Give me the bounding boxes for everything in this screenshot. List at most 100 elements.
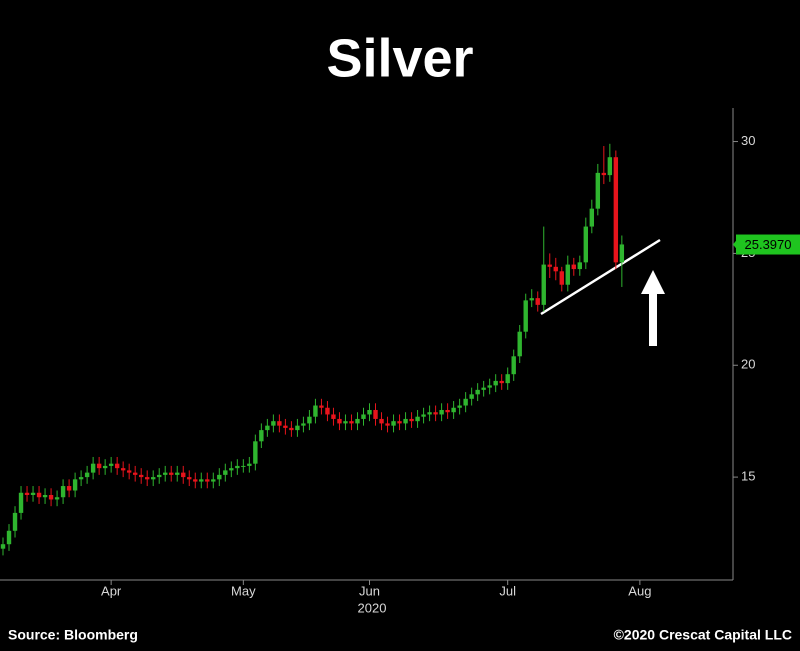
last-price-pointer xyxy=(733,239,737,250)
candle-body xyxy=(181,472,186,478)
candle-body xyxy=(283,425,288,428)
candle-body xyxy=(475,389,480,395)
candle-body xyxy=(30,492,36,495)
candle-body xyxy=(253,441,258,464)
candle-body xyxy=(163,472,168,475)
candle-body xyxy=(6,530,12,545)
candle-body xyxy=(409,418,414,422)
candle-body xyxy=(42,494,48,498)
candle-body xyxy=(553,266,558,272)
candle-body xyxy=(295,425,300,431)
candle-body xyxy=(379,418,384,424)
candle-body xyxy=(229,468,234,471)
candle-body xyxy=(18,492,24,513)
candle-body xyxy=(145,477,150,480)
candle-body xyxy=(535,298,540,305)
candle-body xyxy=(102,465,108,469)
candle-body xyxy=(78,477,84,480)
candle-body xyxy=(457,405,462,408)
source: Source: Bloomberg xyxy=(8,627,138,643)
candle-body xyxy=(469,394,474,399)
candle-body xyxy=(601,172,607,176)
candle-body xyxy=(589,208,595,227)
candle-body xyxy=(277,421,282,426)
candle-body xyxy=(84,472,90,478)
x-tick-label: Aug xyxy=(628,583,651,598)
x-tick-label: Apr xyxy=(101,583,122,598)
candle-body xyxy=(138,474,144,478)
candle-body xyxy=(157,474,162,478)
candle-body xyxy=(193,479,198,482)
candle-body xyxy=(331,414,336,419)
candle-body xyxy=(523,300,528,332)
candle-body xyxy=(24,492,30,495)
candle-body xyxy=(175,472,180,475)
candle-body xyxy=(433,412,438,415)
x-tick-label: Jul xyxy=(499,583,516,598)
candle-body xyxy=(271,421,276,426)
candle-body xyxy=(385,423,390,426)
x-tick-label: May xyxy=(231,583,256,598)
candle-body xyxy=(349,421,354,424)
candle-body xyxy=(217,474,222,480)
candle-body xyxy=(577,262,582,270)
candle-body xyxy=(529,298,534,301)
candle-body xyxy=(120,468,126,471)
candle-body xyxy=(301,423,306,426)
candle-body xyxy=(481,387,486,390)
last-price-label: 25.3970 xyxy=(745,237,792,252)
candle-body xyxy=(265,425,270,431)
year-label: 2020 xyxy=(358,600,387,615)
candle-body xyxy=(403,418,408,424)
trend-line xyxy=(540,238,661,316)
candle-body xyxy=(319,405,324,408)
candle-body xyxy=(607,157,613,176)
y-tick-label: 15 xyxy=(741,469,755,484)
candle-body xyxy=(0,544,6,549)
candle-body xyxy=(259,430,264,442)
candle-body xyxy=(547,264,552,267)
candle-body xyxy=(72,479,78,491)
candle-body xyxy=(223,470,228,475)
candle-body xyxy=(199,479,204,482)
candle-body xyxy=(463,398,468,406)
candle-body xyxy=(511,356,516,375)
candle-body xyxy=(415,416,420,422)
candle-body xyxy=(48,494,54,500)
candle-body xyxy=(391,421,396,426)
candle-body xyxy=(325,407,330,415)
candle-body xyxy=(126,470,132,473)
candle-body xyxy=(427,412,432,415)
chart-title: Silver xyxy=(326,28,473,88)
candle-body xyxy=(487,385,492,388)
candle-body xyxy=(493,380,498,386)
candle-body xyxy=(108,463,114,466)
candle-body xyxy=(517,331,522,357)
candle-body xyxy=(541,264,546,305)
candle-body xyxy=(565,264,570,285)
candle-body xyxy=(571,264,576,270)
candle-body xyxy=(619,244,625,263)
candle-body xyxy=(12,512,18,531)
candle-body xyxy=(451,407,456,413)
y-tick-label: 30 xyxy=(741,133,755,148)
candle-body xyxy=(421,414,426,417)
candle-body xyxy=(114,463,120,469)
arrow xyxy=(641,270,665,346)
candle-body xyxy=(60,486,66,498)
candle-body xyxy=(241,465,246,467)
candle-body xyxy=(247,463,252,466)
candle-body xyxy=(36,492,42,498)
candle-body xyxy=(559,271,564,285)
candle-body xyxy=(187,477,192,480)
candle-body xyxy=(355,418,360,424)
candle-body xyxy=(595,172,601,209)
candle-body xyxy=(307,416,312,424)
candle-body xyxy=(613,157,619,263)
candle-body xyxy=(205,479,210,482)
candle-body xyxy=(583,226,588,263)
candle-body xyxy=(211,479,216,482)
candle-body xyxy=(343,421,348,424)
candle-body xyxy=(151,477,156,480)
